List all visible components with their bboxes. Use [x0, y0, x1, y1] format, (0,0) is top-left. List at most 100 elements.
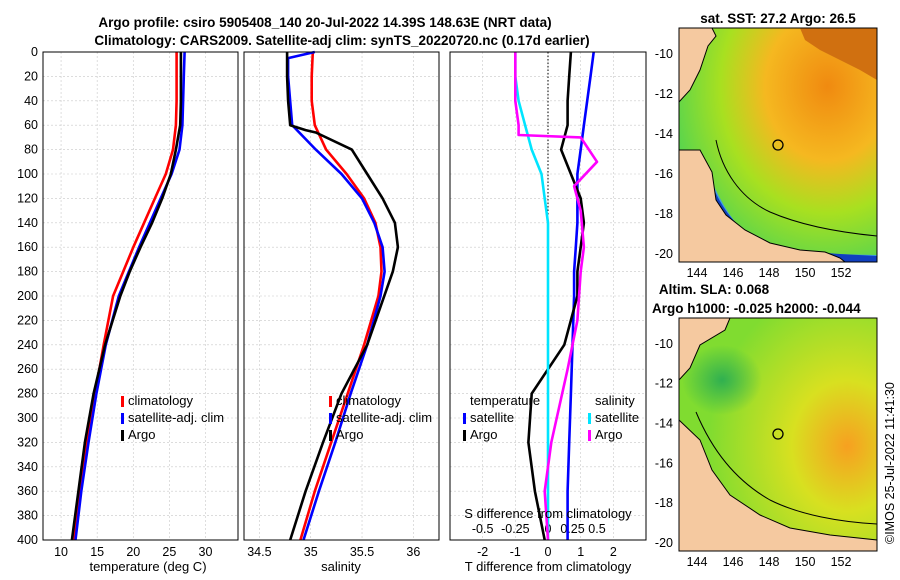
y-tick-label: 340 — [17, 460, 38, 474]
x-tick-label: 2 — [610, 545, 617, 559]
y-tick-label: 80 — [24, 143, 38, 157]
low-sla-eddy — [682, 345, 762, 415]
x-tick-label: 36 — [406, 545, 420, 559]
legend-label-climatology: climatology — [336, 393, 402, 408]
argo-float-marker — [772, 139, 784, 151]
series-line-s-argo — [513, 52, 599, 541]
sla-map-frame — [678, 317, 878, 552]
lat-tick-label: -10 — [655, 47, 673, 61]
lat-tick-label: -18 — [655, 207, 673, 221]
y-tick-label: 260 — [17, 362, 38, 376]
x-tick-label: 1 — [577, 545, 584, 559]
legend-label-argo: Argo — [128, 427, 155, 442]
lat-tick-label: -16 — [655, 456, 673, 470]
x-tick-label: -2 — [477, 545, 488, 559]
sla-map-panel: Altim. SLA: 0.068 Argo h1000: -0.025 h20… — [652, 282, 878, 569]
legend-swatch-argo — [121, 430, 124, 441]
temperature-axis-ticks: 10 15 20 25 30 — [54, 545, 212, 559]
lon-tick-label: 150 — [795, 266, 816, 280]
legend-swatch-argo — [329, 430, 332, 441]
y-tick-label: 40 — [24, 94, 38, 108]
lon-tick-label: 152 — [831, 555, 852, 569]
x-tick-label: 35 — [304, 545, 318, 559]
y-tick-label: 0 — [31, 45, 38, 59]
title-line1: Argo profile: csiro 5905408_140 20-Jul-2… — [98, 15, 551, 30]
land-new-guinea — [678, 27, 717, 104]
y-tick-label: 140 — [17, 216, 38, 230]
difference-lines — [513, 51, 599, 541]
argo-float-marker — [772, 428, 784, 440]
lat-tick-label: -16 — [655, 167, 673, 181]
x-tick-label: 20 — [126, 545, 140, 559]
depth-axis-ticks: 0 20 40 60 80 100 120 140 160 180 200 220 240 260 280 3… — [17, 45, 38, 547]
y-tick-label: 100 — [17, 167, 38, 181]
series-line-argo — [285, 52, 400, 541]
legend-label-t-satellite: satellite — [470, 410, 514, 425]
y-tick-label: 180 — [17, 265, 38, 279]
difference-panel: -2 -1 0 1 2 -0.5 -0.25 0 0.25 0.5 T difference f… — [449, 51, 647, 574]
y-tick-label: 200 — [17, 289, 38, 303]
x-tick-label: 34.5 — [247, 545, 271, 559]
salinity-xlabel: salinity — [321, 559, 361, 574]
t-difference-xlabel: T difference from climatology — [465, 559, 632, 574]
legend-label-climatology: climatology — [128, 393, 194, 408]
salinity-axes-box — [243, 51, 440, 541]
legend-label-satellite: satellite-adj. clim — [336, 410, 432, 425]
legend-swatch-climatology — [329, 396, 332, 407]
salinity-legend: climatology satellite-adj. clim Argo — [329, 393, 432, 442]
x-tick-label: 15 — [90, 545, 104, 559]
y-tick-label: 160 — [17, 240, 38, 254]
reef-contour — [695, 411, 878, 525]
s-tick-label: -0.25 — [501, 522, 530, 536]
temperature-grid — [43, 51, 238, 541]
sla-map-title2: Argo h1000: -0.025 h2000: -0.044 — [652, 301, 861, 316]
legend-swatch-climatology — [121, 396, 124, 407]
lat-tick-label: -14 — [655, 417, 673, 431]
sla-map-lat-ticks: -10 -12 -14 -16 -18 -20 — [655, 337, 673, 550]
legend-swatch-s-argo — [588, 430, 591, 441]
y-tick-label: 280 — [17, 387, 38, 401]
temperature-lines — [70, 51, 186, 541]
lon-tick-label: 152 — [831, 266, 852, 280]
s-difference-axis-ticks: -0.5-0.2500.250.5 — [472, 522, 606, 536]
series-line-satellite-adj-clim — [74, 51, 186, 541]
temperature-xlabel: temperature (deg C) — [89, 559, 206, 574]
sla-map-lon-ticks: 144 146 148 150 152 — [687, 555, 852, 569]
lat-tick-label: -20 — [655, 536, 673, 550]
series-line-climatology — [72, 52, 178, 541]
legend-label-s-argo: Argo — [595, 427, 622, 442]
s-tick-label: 0.5 — [588, 522, 605, 536]
y-tick-label: 120 — [17, 191, 38, 205]
sst-map-lat-ticks: -10 -12 -14 -16 -18 -20 — [655, 47, 673, 261]
sst-map-lon-ticks: 144 146 148 150 152 — [687, 266, 852, 280]
legend-swatch-s-satellite — [588, 413, 591, 424]
legend-title-salinity: salinity — [595, 393, 635, 408]
x-tick-label: 25 — [162, 545, 176, 559]
y-tick-label: 300 — [17, 411, 38, 425]
series-line-s-satellite — [513, 52, 550, 540]
y-tick-label: 400 — [17, 533, 38, 547]
legend-swatch-satellite — [329, 413, 332, 424]
lon-tick-label: 148 — [759, 266, 780, 280]
y-tick-label: 360 — [17, 484, 38, 498]
y-tick-label: 20 — [24, 69, 38, 83]
y-tick-label: 60 — [24, 118, 38, 132]
lon-tick-label: 150 — [795, 555, 816, 569]
sst-map-title: sat. SST: 27.2 Argo: 26.5 — [700, 11, 856, 26]
lat-tick-label: -12 — [655, 87, 673, 101]
sst-map-panel: sat. SST: 27.2 Argo: 26.5 144 146 148 150 15… — [655, 11, 878, 280]
legend-swatch-t-satellite — [463, 413, 466, 424]
s-tick-label: -0.5 — [472, 522, 494, 536]
x-tick-label: 35.5 — [350, 545, 374, 559]
legend-swatch-satellite — [121, 413, 124, 424]
lon-tick-label: 146 — [723, 555, 744, 569]
x-tick-label: 30 — [199, 545, 213, 559]
difference-axes-box — [449, 51, 647, 541]
x-tick-label: 0 — [545, 545, 552, 559]
lat-tick-label: -18 — [655, 496, 673, 510]
warm-water-region — [800, 28, 877, 80]
lat-tick-label: -10 — [655, 337, 673, 351]
temperature-axes-box — [42, 51, 239, 541]
legend-label-t-argo: Argo — [470, 427, 497, 442]
salinity-grid — [244, 51, 439, 541]
